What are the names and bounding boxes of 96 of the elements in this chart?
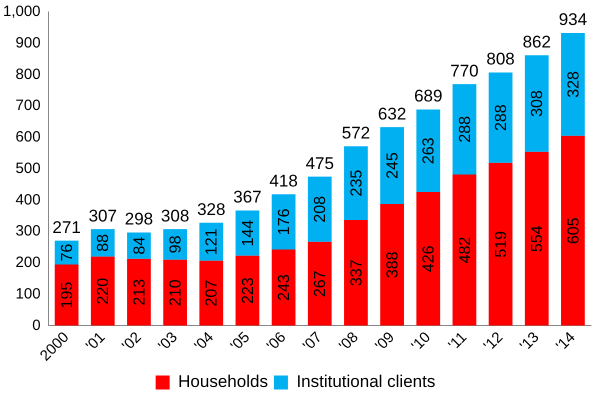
bar (524, 152, 549, 326)
data-label: 605 (565, 217, 582, 244)
bar (199, 260, 224, 326)
legend-label: Institutional clients (296, 372, 436, 392)
data-label: 554 (529, 225, 546, 252)
data-label: 267 (312, 270, 330, 298)
x-tick-label: '04 (191, 328, 218, 355)
total-label: 308 (160, 206, 190, 226)
total-label: 418 (269, 171, 298, 190)
y-tick-label: 100 (16, 285, 41, 302)
y-tick-label: 300 (16, 222, 41, 240)
x-tick-label: '01 (82, 328, 109, 355)
bar (272, 249, 296, 326)
data-label: 84 (131, 236, 148, 255)
y-tick-label: 600 (16, 128, 41, 146)
y-tick-label: 0 (32, 316, 41, 334)
total-label: 367 (233, 188, 262, 207)
y-tick-label: 800 (16, 66, 41, 83)
data-label: 176 (276, 208, 294, 236)
bar (452, 84, 476, 174)
y-tick-label: 500 (16, 160, 41, 177)
data-label: 288 (456, 116, 474, 143)
data-label: 482 (456, 236, 474, 264)
data-label: 88 (95, 234, 112, 252)
data-label: 76 (59, 244, 76, 262)
bar (163, 260, 187, 326)
data-label: 235 (348, 170, 366, 196)
total-label: 572 (342, 123, 370, 142)
y-tick-label: 900 (16, 34, 41, 52)
data-label: 121 (204, 228, 221, 256)
bar (308, 176, 332, 242)
bar (561, 136, 585, 326)
bar (380, 127, 404, 204)
data-label: 426 (420, 245, 438, 272)
x-tick-label: '05 (227, 328, 254, 355)
x-tick-label: '11 (445, 328, 470, 354)
bar (54, 264, 78, 326)
total-label: 475 (306, 154, 334, 173)
x-tick-label: '13 (516, 328, 543, 355)
bar (488, 162, 512, 326)
x-tick-label: '06 (264, 328, 290, 355)
x-tick-label: '10 (408, 328, 434, 355)
data-label: 208 (312, 196, 330, 223)
x-tick-label: '02 (118, 328, 145, 355)
data-label: 207 (204, 280, 221, 307)
total-label: 298 (124, 210, 154, 229)
data-label: 337 (348, 259, 366, 286)
data-label: 263 (420, 137, 438, 164)
bar (380, 204, 404, 326)
total-label: 328 (197, 200, 226, 219)
x-tick-label: '14 (552, 328, 579, 355)
data-label: 288 (492, 104, 510, 132)
total-label: 862 (522, 32, 551, 52)
bar (272, 194, 296, 250)
bar (236, 256, 260, 326)
x-tick-label: '07 (300, 328, 326, 355)
data-label: 245 (384, 152, 402, 179)
bar (344, 146, 368, 220)
bar (416, 192, 440, 326)
bar (344, 220, 368, 326)
total-label: 632 (378, 104, 406, 124)
total-label: 689 (414, 86, 442, 106)
data-label: 243 (276, 274, 294, 301)
bar (524, 55, 549, 152)
y-tick-label: 200 (16, 254, 41, 272)
bar (561, 33, 585, 136)
data-label: 328 (565, 71, 582, 98)
data-label: 144 (240, 220, 257, 246)
y-tick-label: 400 (16, 191, 41, 208)
x-tick-label: '12 (480, 328, 506, 355)
data-label: 195 (59, 282, 76, 308)
bar (416, 110, 440, 192)
y-tick-label: 700 (16, 97, 41, 114)
total-label: 770 (450, 61, 479, 80)
x-tick-label: '08 (336, 328, 362, 355)
data-label: 388 (384, 251, 402, 278)
legend-label: Households (178, 372, 268, 392)
bar (127, 258, 151, 326)
data-label: 210 (168, 279, 185, 306)
total-label: 307 (88, 206, 117, 226)
bar (308, 242, 332, 326)
data-label: 519 (492, 230, 510, 258)
total-label: 934 (558, 10, 588, 30)
data-label: 308 (529, 90, 546, 117)
data-label: 213 (131, 278, 148, 306)
bar (452, 174, 476, 326)
data-label: 223 (240, 277, 257, 304)
total-label: 271 (52, 218, 81, 237)
bar (90, 256, 115, 326)
data-label: 98 (168, 235, 185, 254)
bar (488, 72, 512, 163)
data-label: 220 (95, 278, 112, 305)
total-label: 808 (486, 50, 515, 69)
x-tick-label: '03 (155, 328, 181, 355)
y-tick-label: 1,000 (2, 3, 41, 20)
x-tick-label: '09 (372, 328, 398, 355)
